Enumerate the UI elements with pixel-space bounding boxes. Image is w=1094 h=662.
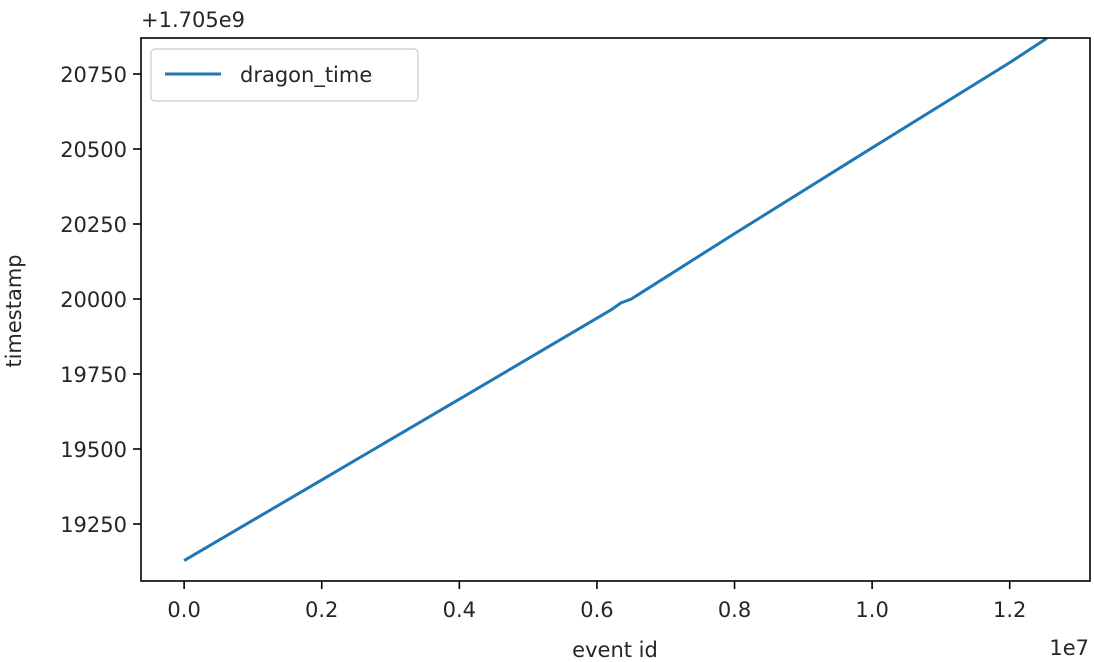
y-axis-label: timestamp	[2, 254, 26, 367]
series-layer	[183, 37, 1048, 562]
y-axis-offset-label: +1.705e9	[141, 8, 245, 32]
y-tick-label: 20500	[60, 138, 127, 162]
y-tick-label: 19250	[60, 513, 127, 537]
legend-box	[150, 48, 419, 102]
y-tick-label: 19750	[60, 363, 127, 387]
x-axis-offset-label: 1e7	[1049, 636, 1089, 660]
y-tick-label: 20000	[60, 288, 127, 312]
x-tick-label: 0.2	[305, 598, 338, 622]
x-tick-label: 0.4	[443, 598, 476, 622]
legend-label-dragon-time: dragon_time	[240, 63, 372, 88]
x-tick-label: 0.8	[718, 598, 751, 622]
x-tick-label: 0.6	[580, 598, 613, 622]
y-tick-label: 20250	[60, 213, 127, 237]
legend: dragon_time	[150, 48, 419, 102]
x-tick-label: 1.2	[993, 598, 1026, 622]
x-axis-label: event id	[572, 638, 658, 662]
axes-frame	[140, 37, 1091, 582]
y-axis-ticks: 19250 19500 19750 20000 20250 20500 20750	[60, 63, 141, 537]
x-axis-ticks: 0.0 0.2 0.4 0.6 0.8 1.0 1.2	[167, 581, 1026, 622]
y-tick-label: 19500	[60, 438, 127, 462]
x-tick-label: 1.0	[855, 598, 888, 622]
series-line-dragon-time	[183, 37, 1048, 562]
x-tick-label: 0.0	[167, 598, 200, 622]
y-tick-label: 20750	[60, 63, 127, 87]
axes-border	[140, 37, 1091, 582]
